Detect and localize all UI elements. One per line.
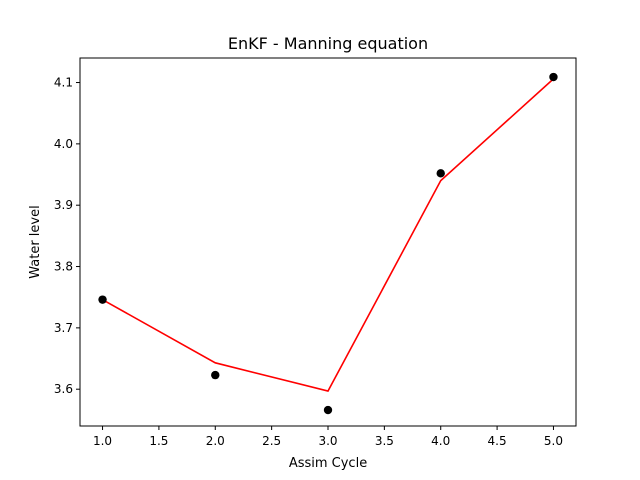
observation-point xyxy=(98,295,107,304)
x-tick-label: 2.5 xyxy=(262,434,281,448)
observation-point xyxy=(211,370,220,380)
x-tick-label: 1.5 xyxy=(149,434,168,448)
y-tick-label: 3.8 xyxy=(54,260,73,274)
y-tick-label: 4.1 xyxy=(54,76,73,90)
chart-title: EnKF - Manning equation xyxy=(228,34,428,53)
y-tick-label: 3.7 xyxy=(54,321,73,335)
y-tick-label: 3.9 xyxy=(54,198,73,212)
observation-point xyxy=(549,72,558,82)
analysis-line xyxy=(102,78,554,392)
observation-point xyxy=(436,169,445,178)
axis-ticks: 1.0 1.5 2.0 2.5 3.0 3.5 4.0 4.5 5.0 3.6 3.7 3.8 3.9 4… xyxy=(54,76,563,448)
x-axis-label: Assim Cycle xyxy=(289,456,367,471)
x-tick-label: 4.0 xyxy=(431,434,450,448)
plot-area xyxy=(98,72,558,415)
observation-point xyxy=(323,405,333,415)
axes-frame xyxy=(79,57,577,427)
x-tick-label: 3.0 xyxy=(318,434,337,448)
x-tick-label: 4.5 xyxy=(488,434,507,448)
x-tick-label: 1.0 xyxy=(93,434,112,448)
y-tick-label: 4.0 xyxy=(54,137,73,151)
x-tick-label: 5.0 xyxy=(544,434,563,448)
x-tick-label: 3.5 xyxy=(375,434,394,448)
y-axis-label: Water level xyxy=(28,205,43,278)
y-tick-label: 3.6 xyxy=(54,382,73,396)
x-tick-label: 2.0 xyxy=(206,434,225,448)
